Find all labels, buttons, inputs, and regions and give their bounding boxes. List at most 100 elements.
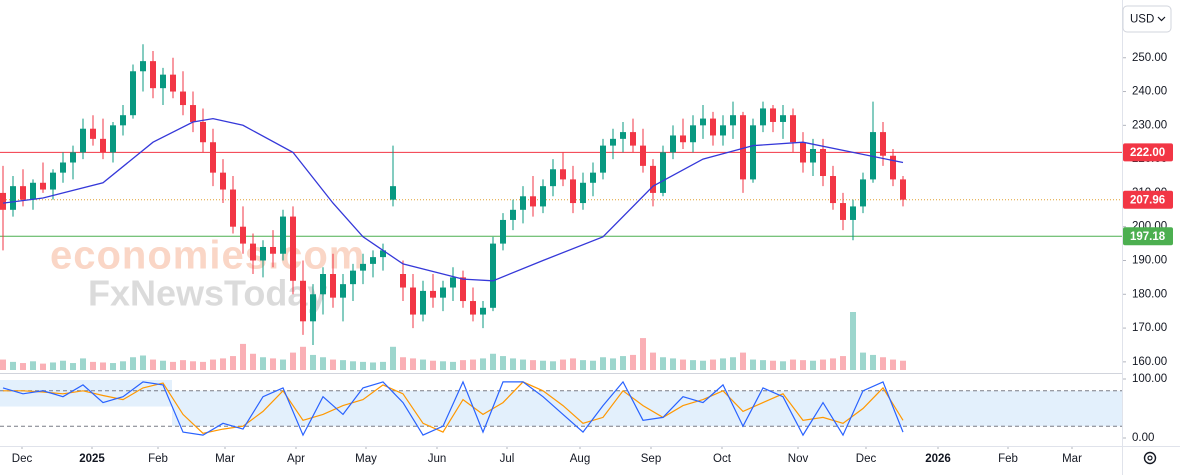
candle-body (210, 142, 216, 173)
candle-body (680, 135, 686, 143)
y-tick-label: 250.00 (1132, 52, 1167, 64)
volume-bar (790, 359, 796, 370)
volume-bar (520, 359, 526, 370)
candle-body (180, 91, 186, 106)
candle-body (190, 105, 196, 122)
x-tick-label: Mar (215, 453, 235, 465)
gear-outer[interactable] (1143, 451, 1157, 465)
currency-label[interactable]: USD (1130, 14, 1154, 26)
volume-bar (200, 361, 206, 370)
volume-bar (70, 363, 76, 370)
watermark: economies.com (50, 234, 365, 278)
candle-body (800, 142, 806, 163)
candle-body (300, 280, 306, 322)
candle-body (460, 277, 466, 302)
volume-bar (330, 359, 336, 370)
volume-bar (900, 360, 906, 370)
volume-bar (100, 362, 106, 370)
volume-bar (380, 361, 386, 370)
price-badge (1123, 143, 1173, 162)
candle-body (550, 169, 556, 187)
volume-bar (710, 359, 716, 370)
candle-body (70, 152, 76, 163)
volume-bar (180, 360, 186, 370)
candle-body (770, 108, 776, 122)
volume-bar (220, 358, 226, 370)
candle-body (750, 125, 756, 180)
volume-bar (870, 354, 876, 370)
volume-bar (20, 363, 26, 370)
candle-body (340, 284, 346, 298)
volume-bar (340, 360, 346, 370)
candle-body (880, 132, 886, 156)
candle-body (700, 118, 706, 126)
price-badge-label: 207.96 (1130, 194, 1165, 206)
volume-bar (550, 361, 556, 370)
volume-bar (640, 338, 646, 370)
candle-body (860, 179, 866, 207)
volume-bar (310, 354, 316, 370)
candle-body (200, 121, 206, 143)
candle-body (100, 138, 106, 153)
currency-button-frame[interactable] (1122, 5, 1172, 33)
candle-body (830, 176, 836, 204)
candle-body (590, 172, 596, 183)
candle-body (630, 132, 636, 146)
x-tick-label: Jun (428, 453, 447, 465)
volume-bar (140, 355, 146, 370)
volume-bar (530, 360, 536, 370)
candle-body (280, 216, 286, 254)
candle-body (640, 145, 646, 166)
candle-body (390, 186, 396, 200)
candle-body (730, 115, 736, 126)
volume-bar (410, 358, 416, 370)
x-tick-label: Nov (788, 453, 809, 465)
currency-button[interactable]: USD (1122, 5, 1172, 33)
x-tick-label: Feb (148, 453, 168, 465)
candle-body (820, 148, 826, 177)
volume-bar (480, 358, 486, 370)
gear-inner[interactable] (1147, 455, 1153, 461)
volume-bar (720, 358, 726, 370)
x-tick-label: May (355, 453, 377, 465)
dropdown-caret[interactable] (1157, 16, 1166, 22)
candle-body (900, 179, 906, 200)
candle-body (360, 263, 366, 271)
candle-body (240, 226, 246, 244)
candle-body (250, 243, 256, 261)
candle-body (400, 274, 406, 288)
candle-body (60, 162, 66, 173)
volume-bar (470, 359, 476, 370)
y-tick-label: 180.00 (1132, 288, 1167, 300)
volume-bar (170, 361, 176, 370)
x-tick-label: Mar (1062, 453, 1082, 465)
volume-bar (30, 361, 36, 370)
volume-bar (280, 359, 286, 370)
x-tick-label: Jul (500, 453, 515, 465)
volume-bar (0, 359, 6, 370)
volume-bar (80, 358, 86, 370)
volume-bar (360, 361, 366, 370)
settings-button[interactable] (1143, 451, 1157, 465)
volume-bar (630, 354, 636, 370)
volume-bar (320, 357, 326, 370)
y-tick-label: 170.00 (1132, 322, 1167, 334)
candle-body (150, 61, 156, 89)
candle-body (580, 182, 586, 204)
volume-bar (760, 360, 766, 370)
stoch-tick-label: 0.00 (1132, 432, 1154, 444)
candle-body (410, 287, 416, 315)
candle-body (140, 61, 146, 72)
candle-body (760, 108, 766, 126)
volume-bar (650, 352, 656, 370)
volume-bar (230, 356, 236, 370)
candle-body (740, 115, 746, 180)
volume-bar (510, 358, 516, 370)
candle-body (710, 118, 716, 136)
volume-bar (350, 361, 356, 370)
candle-body (810, 148, 816, 163)
volume-bar (600, 357, 606, 370)
candle-body (370, 257, 376, 264)
volume-bar (120, 361, 126, 370)
candle-body (500, 219, 506, 244)
